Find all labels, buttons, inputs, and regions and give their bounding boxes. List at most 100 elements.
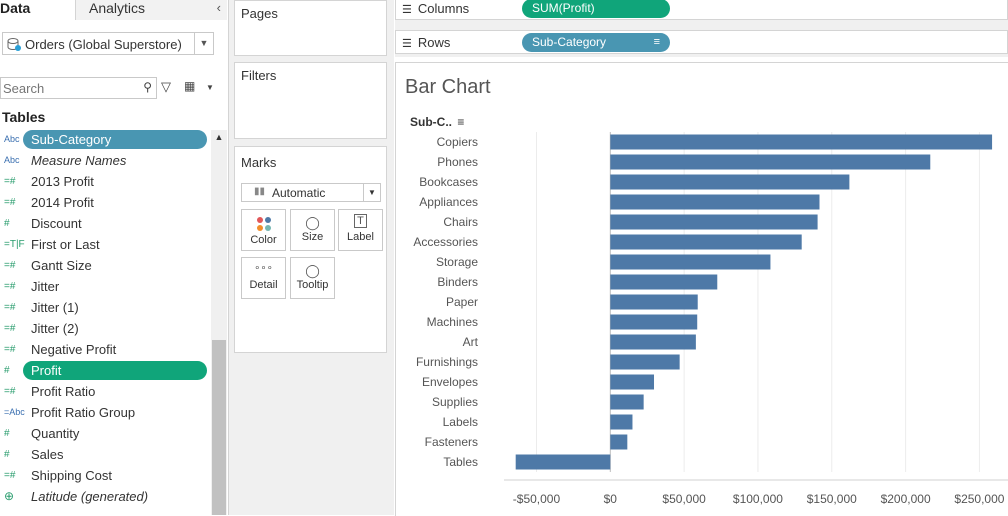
field-item[interactable]: # Sales bbox=[0, 444, 210, 465]
x-tick-label: $150,000 bbox=[807, 492, 857, 506]
bar[interactable] bbox=[610, 194, 820, 210]
chevron-down-icon[interactable]: ▼ bbox=[194, 33, 213, 54]
field-label: Sub-Category bbox=[23, 130, 207, 149]
field-item[interactable]: =# Negative Profit bbox=[0, 339, 210, 360]
tab-data[interactable]: Data bbox=[0, 0, 31, 16]
detail-icon: ∘∘∘ bbox=[254, 263, 273, 274]
boolean-type-icon: =T|F bbox=[4, 239, 25, 250]
rows-label: ☰ Rows bbox=[402, 35, 450, 50]
bar[interactable] bbox=[515, 454, 611, 470]
marks-title: Marks bbox=[241, 155, 277, 170]
pages-card[interactable]: Pages bbox=[234, 0, 387, 56]
row-header[interactable]: Sub-C.. ≡ bbox=[410, 115, 464, 129]
field-label: Jitter (1) bbox=[31, 300, 79, 315]
rows-shelf[interactable]: ☰ Rows Sub-Category ≡ bbox=[395, 30, 1008, 54]
bar[interactable] bbox=[610, 314, 698, 330]
size-button[interactable]: ◯ Size bbox=[290, 209, 335, 251]
category-label: Chairs bbox=[443, 215, 478, 229]
bar[interactable] bbox=[610, 334, 696, 350]
field-item[interactable]: =# 2013 Profit bbox=[0, 171, 210, 192]
field-label: Profit bbox=[23, 361, 207, 380]
detail-button[interactable]: ∘∘∘ Detail bbox=[241, 257, 286, 299]
label-label: Label bbox=[347, 231, 374, 243]
text-type-icon: Abc bbox=[4, 155, 20, 165]
search-field[interactable]: ⚲ bbox=[0, 77, 157, 99]
scroll-up-icon[interactable]: ▲ bbox=[214, 132, 224, 142]
bar[interactable] bbox=[610, 434, 628, 450]
field-label: Shipping Cost bbox=[31, 468, 112, 483]
field-item[interactable]: =# 2014 Profit bbox=[0, 192, 210, 213]
field-item[interactable]: Abc Sub-Category bbox=[0, 129, 210, 150]
bar[interactable] bbox=[610, 214, 818, 230]
x-tick-label: $50,000 bbox=[662, 492, 706, 506]
field-item[interactable]: =# Jitter bbox=[0, 276, 210, 297]
bar[interactable] bbox=[610, 154, 931, 170]
number-type-icon: # bbox=[4, 218, 10, 229]
field-label: Profit Ratio bbox=[31, 384, 96, 399]
field-item[interactable]: Abc Measure Names bbox=[0, 150, 210, 171]
datasource-select[interactable]: Orders (Global Superstore) ▼ bbox=[2, 32, 214, 55]
collapse-pane-icon[interactable]: ‹ bbox=[216, 0, 221, 15]
mark-type-value: Automatic bbox=[272, 186, 326, 200]
rows-pill[interactable]: Sub-Category ≡ bbox=[522, 33, 670, 52]
field-item[interactable]: =Abc Profit Ratio Group bbox=[0, 402, 210, 423]
field-item[interactable]: =# Jitter (2) bbox=[0, 318, 210, 339]
chevron-down-icon[interactable]: ▼ bbox=[206, 83, 214, 92]
field-item[interactable]: # Quantity bbox=[0, 423, 210, 444]
marks-card: Marks ▮▮ Automatic ▼ Color ◯ Size T Labe… bbox=[234, 146, 387, 353]
field-item[interactable]: =# Shipping Cost bbox=[0, 465, 210, 486]
number-type-icon: =# bbox=[4, 281, 16, 292]
columns-shelf[interactable]: ☰ Columns SUM(Profit) bbox=[395, 0, 1008, 20]
chevron-down-icon[interactable]: ▼ bbox=[363, 184, 380, 201]
sort-icon[interactable]: ≡ bbox=[457, 115, 465, 129]
field-item[interactable]: =# Profit Ratio bbox=[0, 381, 210, 402]
field-item[interactable]: =T|F First or Last bbox=[0, 234, 210, 255]
color-button[interactable]: Color bbox=[241, 209, 286, 251]
bar[interactable] bbox=[610, 134, 993, 150]
category-label: Appliances bbox=[419, 195, 478, 209]
number-type-icon: # bbox=[4, 428, 10, 439]
field-label: Measure Names bbox=[31, 153, 127, 168]
field-item[interactable]: =# Gantt Size bbox=[0, 255, 210, 276]
field-label: 2014 Profit bbox=[31, 195, 94, 210]
field-label: First or Last bbox=[31, 237, 100, 252]
field-label: Jitter (2) bbox=[31, 321, 79, 336]
field-item[interactable]: # Profit bbox=[0, 360, 210, 381]
scrollbar-thumb[interactable] bbox=[212, 340, 226, 515]
field-label: Jitter bbox=[31, 279, 60, 294]
color-icon bbox=[256, 217, 271, 231]
number-type-icon: =# bbox=[4, 176, 16, 187]
bar[interactable] bbox=[610, 414, 633, 430]
tables-heading: Tables bbox=[2, 109, 46, 125]
mark-type-select[interactable]: ▮▮ Automatic ▼ bbox=[241, 183, 381, 202]
columns-icon: ☰ bbox=[402, 4, 412, 16]
bar[interactable] bbox=[610, 234, 802, 250]
tab-analytics[interactable]: Analytics ‹ bbox=[75, 0, 227, 20]
number-type-icon: =# bbox=[4, 197, 16, 208]
category-label: Accessories bbox=[413, 235, 478, 249]
data-pane: Data Analytics ‹ Orders (Global Supersto… bbox=[0, 0, 229, 515]
label-button[interactable]: T Label bbox=[338, 209, 383, 251]
search-input[interactable] bbox=[1, 78, 135, 98]
datasource-icon bbox=[7, 38, 21, 51]
filter-icon[interactable]: ▽ bbox=[161, 79, 171, 94]
bar[interactable] bbox=[610, 274, 718, 290]
view-options-icon[interactable]: ▦ bbox=[184, 79, 196, 93]
category-label: Art bbox=[463, 335, 479, 349]
bar[interactable] bbox=[610, 394, 644, 410]
category-label: Supplies bbox=[432, 395, 478, 409]
filters-card[interactable]: Filters bbox=[234, 62, 387, 139]
category-label: Machines bbox=[427, 315, 478, 329]
bar[interactable] bbox=[610, 374, 655, 390]
bar-mark-icon: ▮▮ bbox=[254, 186, 266, 197]
bar[interactable] bbox=[610, 294, 698, 310]
field-item[interactable]: # Discount bbox=[0, 213, 210, 234]
field-item[interactable]: ⊕ Latitude (generated) bbox=[0, 486, 210, 507]
bar[interactable] bbox=[610, 174, 850, 190]
bar[interactable] bbox=[610, 254, 771, 270]
filters-title: Filters bbox=[241, 68, 277, 83]
bar[interactable] bbox=[610, 354, 680, 370]
tooltip-button[interactable]: ◯ Tooltip bbox=[290, 257, 335, 299]
field-item[interactable]: =# Jitter (1) bbox=[0, 297, 210, 318]
columns-pill[interactable]: SUM(Profit) bbox=[522, 0, 670, 18]
